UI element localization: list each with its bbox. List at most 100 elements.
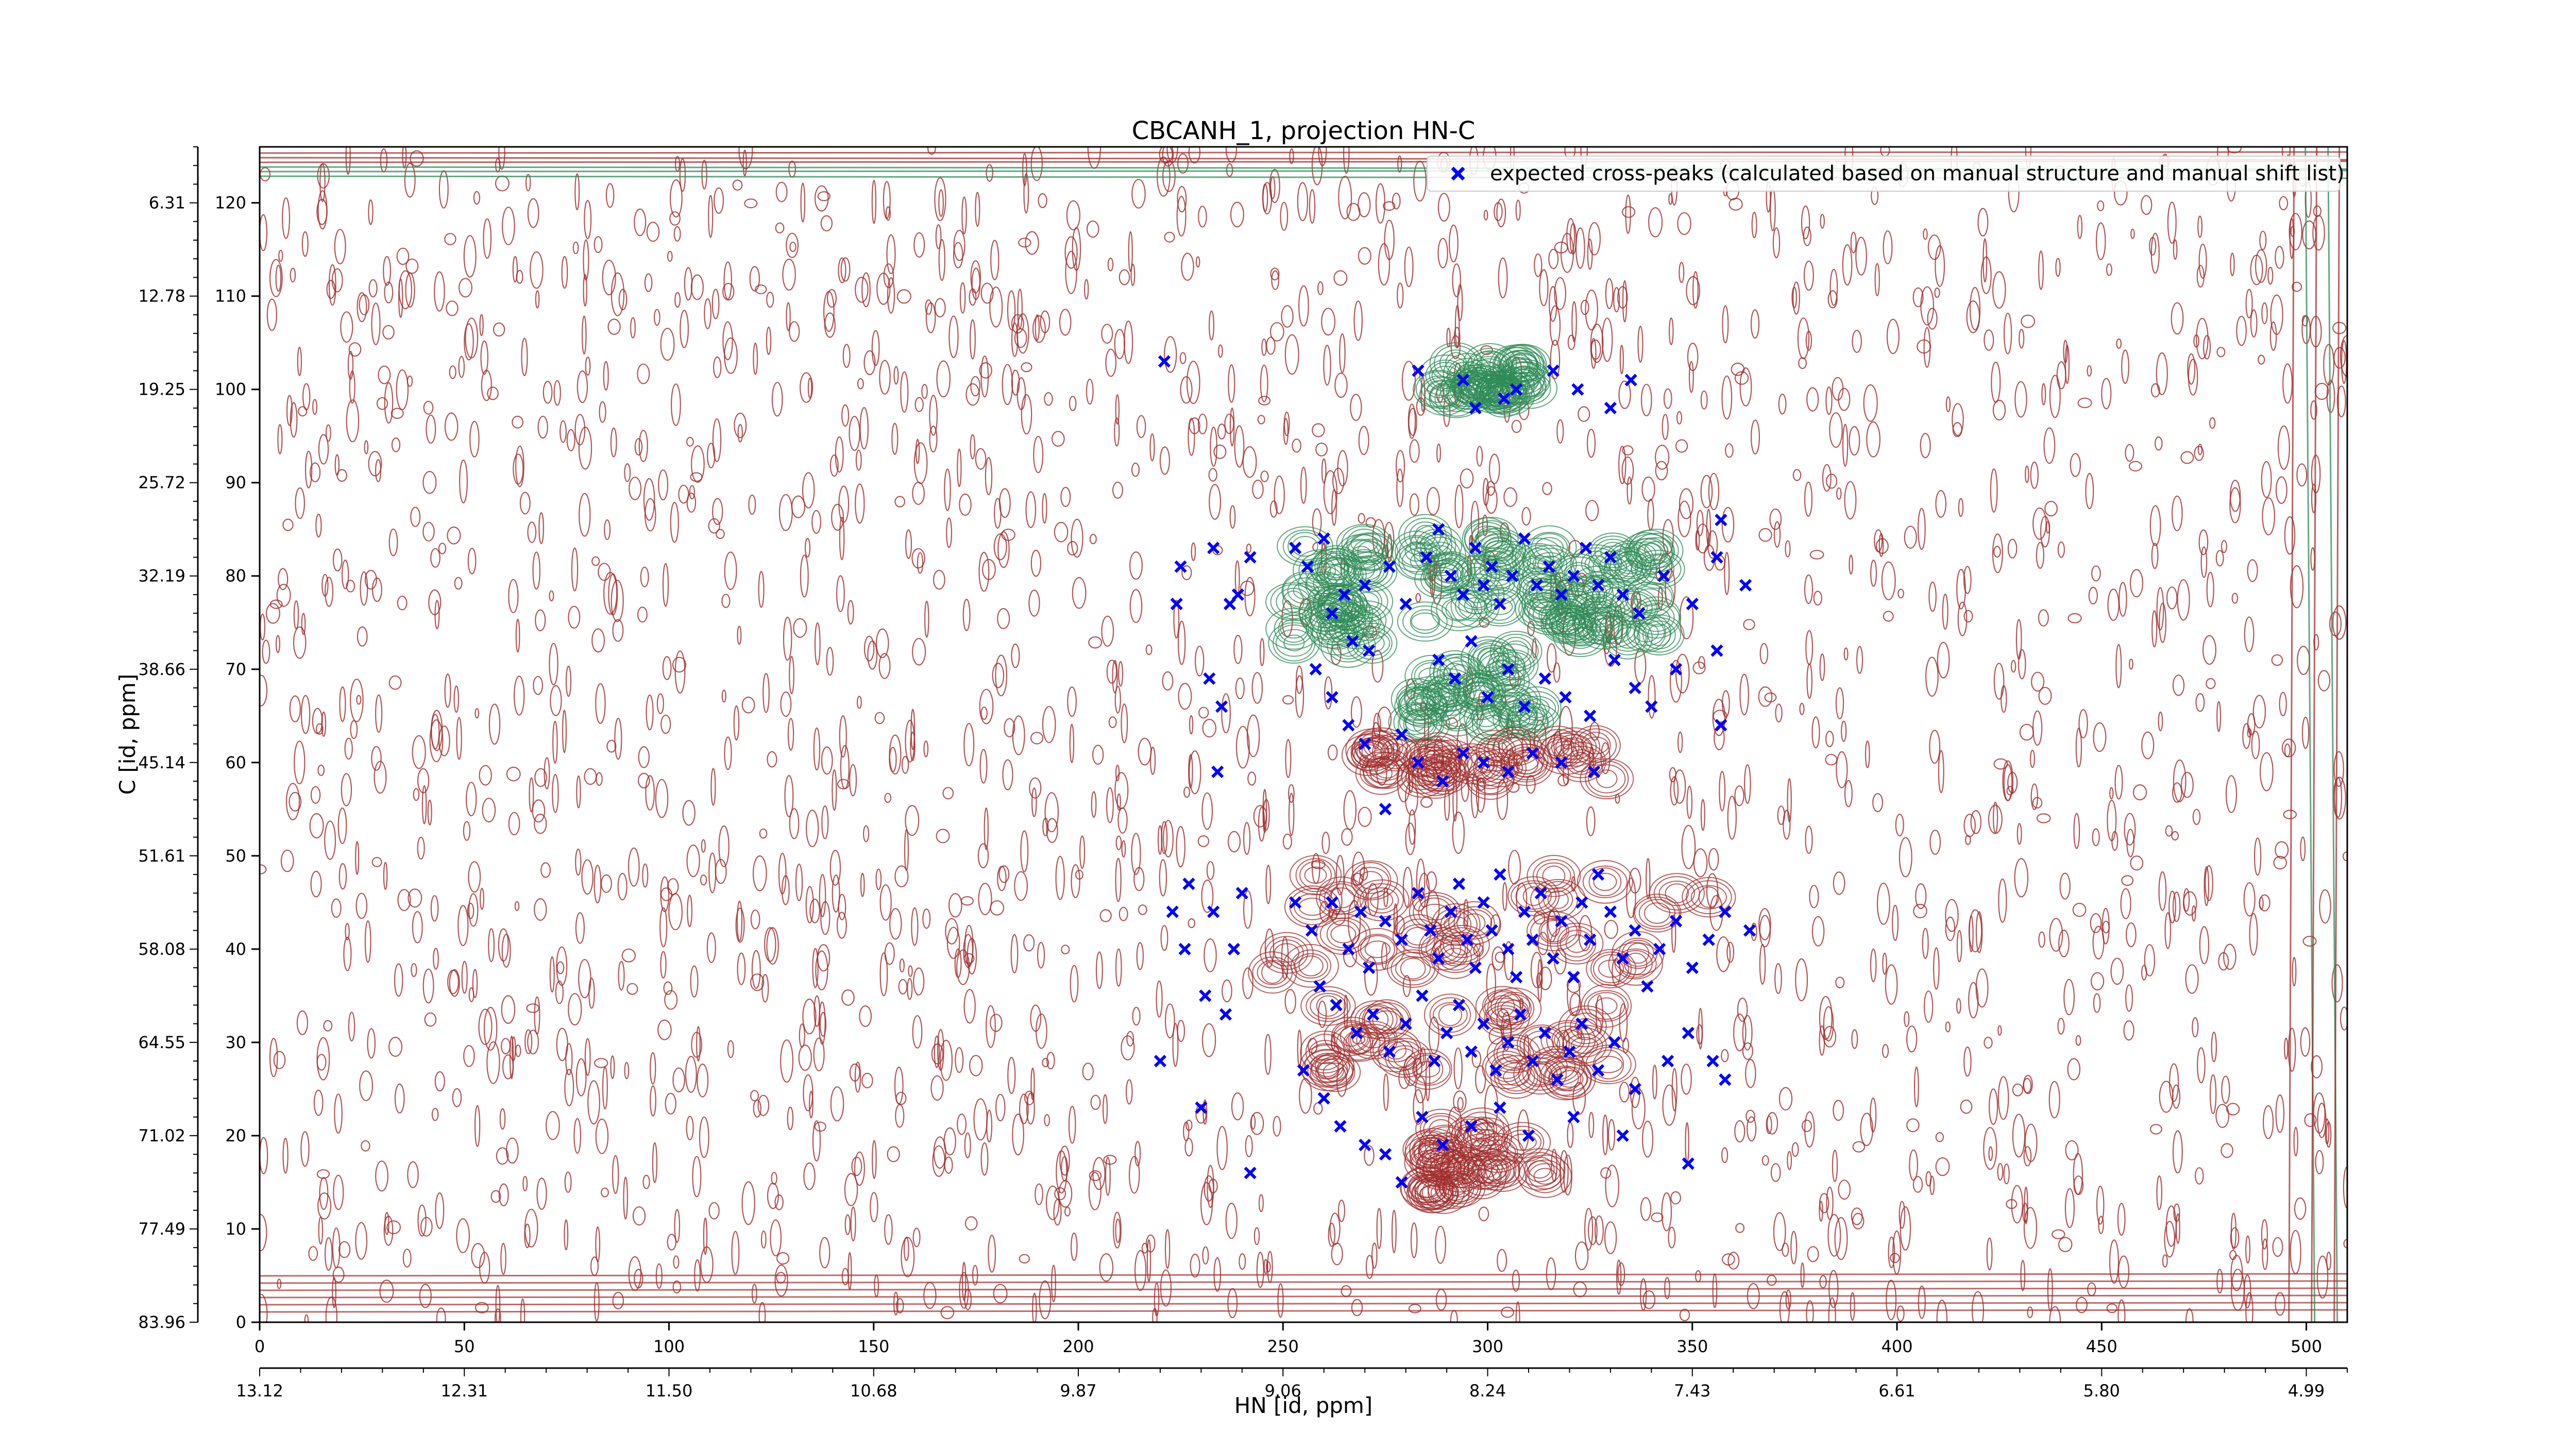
noise-contour	[277, 1278, 282, 1289]
noise-contour	[1445, 717, 1459, 730]
noise-contour	[1735, 1223, 1745, 1233]
noise-contour	[1849, 426, 1860, 456]
noise-contour	[748, 494, 756, 515]
noise-contour	[332, 1266, 345, 1283]
noise-contour	[509, 1035, 514, 1080]
noise-contour	[566, 429, 575, 451]
signal-contour	[1588, 867, 1622, 897]
noise-contour	[1671, 1068, 1677, 1111]
signal-contour	[1429, 997, 1471, 1033]
noise-contour	[1550, 339, 1561, 380]
noise-contour	[1640, 1197, 1652, 1221]
noise-contour	[1779, 1291, 1790, 1322]
noise-contour	[488, 703, 501, 745]
noise-contour	[1091, 791, 1097, 818]
noise-contour	[1023, 934, 1035, 952]
noise-contour	[1677, 731, 1683, 753]
noise-contour	[1180, 376, 1193, 404]
noise-contour	[2085, 473, 2094, 510]
noise-contour	[711, 498, 723, 525]
cross-peak	[1395, 728, 1408, 741]
noise-contour	[297, 346, 302, 376]
noise-contour	[1890, 1253, 1900, 1263]
noise-contour	[1136, 942, 1144, 970]
noise-contour	[1805, 630, 1814, 665]
noise-contour	[910, 709, 916, 750]
noise-contour	[1115, 835, 1122, 850]
noise-contour	[326, 279, 336, 299]
noise-contour	[1906, 1118, 1920, 1133]
signal-contour	[1581, 1044, 1636, 1084]
noise-contour	[1809, 550, 1824, 560]
noise-contour	[2304, 1113, 2317, 1127]
noise-contour	[1536, 972, 1543, 988]
signal-contour	[1479, 650, 1507, 672]
noise-contour	[355, 1222, 368, 1260]
noise-contour	[2223, 943, 2236, 970]
noise-contour	[1246, 543, 1252, 553]
noise-contour	[722, 282, 735, 301]
noise-contour	[1260, 470, 1269, 482]
noise-contour	[1836, 751, 1848, 788]
noise-contour	[1800, 1262, 1805, 1288]
noise-contour	[708, 1202, 720, 1220]
noise-contour	[753, 1099, 762, 1118]
noise-contour	[552, 720, 558, 764]
noise-contour	[2292, 281, 2302, 292]
noise-contour	[786, 232, 799, 258]
noise-contour	[601, 1187, 609, 1198]
signal-contour	[1395, 956, 1431, 981]
noise-contour	[931, 1043, 944, 1065]
noise-contour	[2221, 540, 2227, 553]
noise-contour	[1761, 1155, 1769, 1166]
noise-contour	[519, 492, 531, 515]
noise-contour	[1018, 238, 1031, 248]
noise-contour	[1758, 908, 1771, 940]
noise-contour	[534, 813, 547, 834]
noise-contour	[406, 375, 413, 387]
cross-peak	[1338, 588, 1351, 601]
noise-contour	[1850, 231, 1857, 254]
signal-contour	[1470, 547, 1521, 590]
signal-contour	[1248, 951, 1297, 994]
noise-contour	[685, 1055, 697, 1093]
noise-contour	[456, 1218, 470, 1253]
noise-contour	[2067, 613, 2082, 624]
noise-contour	[1281, 305, 1294, 328]
noise-contour	[1007, 1057, 1016, 1094]
noise-contour	[959, 282, 966, 314]
noise-contour	[1696, 510, 1704, 536]
noise-contour	[1204, 938, 1217, 972]
noise-contour	[1801, 1119, 1812, 1132]
signal-contour	[1588, 764, 1626, 794]
noise-contour	[1605, 1165, 1619, 1208]
noise-contour	[1300, 466, 1307, 504]
noise-contour	[1988, 804, 2003, 834]
noise-contour	[993, 1284, 1008, 1304]
secondary-y-tick-label: 58.08	[138, 939, 185, 959]
cross-peak	[1342, 942, 1355, 956]
noise-contour	[2101, 378, 2112, 410]
noise-contour	[1436, 443, 1442, 463]
noise-contour	[1079, 835, 1086, 869]
noise-contour	[333, 1174, 344, 1210]
noise-contour	[2021, 314, 2036, 328]
noise-contour	[1751, 419, 1760, 454]
noise-contour	[1313, 1102, 1323, 1115]
noise-contour	[787, 1106, 794, 1131]
noise-contour	[371, 302, 381, 345]
noise-contour	[1998, 878, 2007, 923]
signal-contour	[1582, 575, 1614, 600]
noise-contour	[798, 1044, 812, 1071]
noise-contour	[1213, 444, 1227, 459]
noise-contour	[1619, 345, 1624, 375]
noise-contour	[1026, 1092, 1035, 1125]
noise-contour	[1604, 1221, 1617, 1254]
noise-contour	[1209, 310, 1215, 341]
noise-contour	[1131, 462, 1140, 477]
noise-contour	[1904, 526, 1917, 549]
noise-contour	[1022, 153, 1027, 187]
noise-contour	[1131, 833, 1141, 875]
noise-contour	[959, 493, 972, 516]
noise-contour	[328, 264, 336, 306]
